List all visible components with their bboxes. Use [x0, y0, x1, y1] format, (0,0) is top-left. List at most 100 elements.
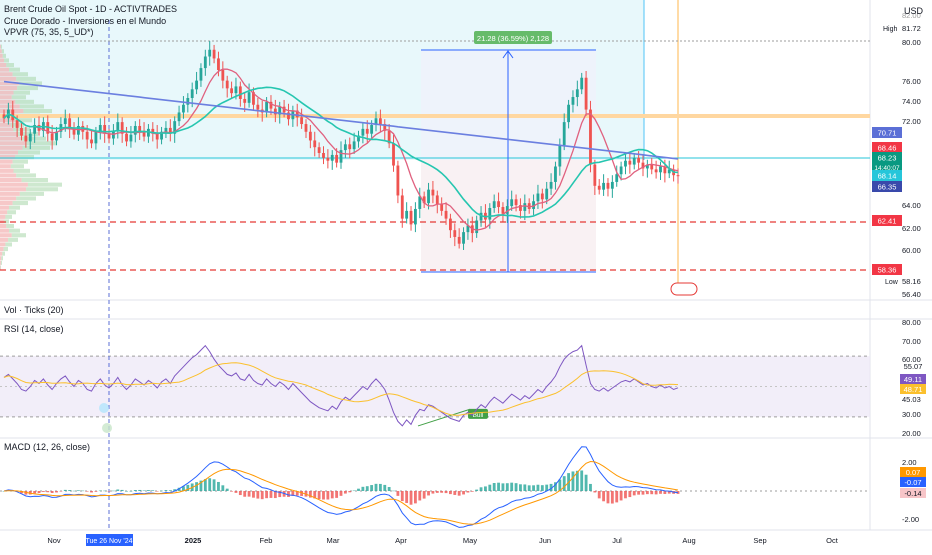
vpvr-bar-down	[0, 160, 13, 164]
candle	[563, 122, 566, 145]
candle	[655, 169, 658, 172]
macd-histogram-bar	[440, 491, 443, 493]
vpvr-bar-up	[7, 210, 16, 214]
low-value: 58.16	[902, 277, 921, 286]
rsi-tick: 80.00	[902, 318, 921, 327]
macd-histogram-bar	[318, 491, 321, 499]
vpvr-bar-down	[0, 146, 23, 150]
candle	[208, 50, 211, 57]
macd-histogram-bar	[620, 491, 623, 500]
x-tick: Jul	[612, 536, 622, 545]
macd-histogram-bar	[217, 482, 220, 491]
macd-histogram-bar	[160, 491, 163, 492]
macd-histogram-bar	[659, 491, 662, 494]
candle	[580, 78, 583, 90]
macd-histogram-bar	[650, 491, 653, 494]
macd-histogram-bar	[663, 491, 666, 494]
macd-histogram-bar	[230, 491, 233, 492]
candle	[589, 110, 592, 165]
macd-badge-text: -0.14	[904, 489, 921, 498]
low-label: Low	[885, 279, 899, 286]
candle	[576, 89, 579, 97]
macd-histogram-bar	[112, 491, 115, 492]
vpvr-bar-down	[0, 164, 11, 168]
candle	[572, 97, 575, 105]
candle	[340, 150, 343, 163]
macd-tick: -2.00	[902, 515, 919, 524]
vpvr-bar-down	[0, 242, 5, 246]
candle	[326, 158, 329, 161]
macd-histogram-bar	[331, 491, 334, 498]
vpvr-bar-up	[16, 77, 36, 81]
vpvr-bar-down	[0, 54, 3, 58]
macd-histogram-bar	[541, 485, 544, 491]
macd-histogram-bar	[77, 490, 80, 491]
vpvr-bar-down	[0, 150, 18, 154]
macd-histogram-bar	[602, 491, 605, 501]
macd-histogram-bar	[125, 491, 128, 492]
macd-histogram-bar	[38, 491, 41, 493]
macd-histogram-bar	[519, 484, 522, 491]
candle	[178, 112, 181, 121]
candle	[138, 126, 141, 131]
vpvr-bar-down	[0, 196, 16, 200]
candle	[64, 118, 67, 124]
vpvr-bar-down	[0, 68, 9, 72]
candle	[493, 201, 496, 208]
macd-histogram-bar	[51, 491, 54, 493]
macd-histogram-bar	[134, 490, 137, 491]
candle	[16, 120, 19, 128]
macd-histogram-bar	[593, 491, 596, 492]
vpvr-bar-up	[14, 91, 31, 95]
event-icon	[671, 283, 697, 295]
candle	[427, 190, 430, 204]
vpvr-bar-up	[6, 63, 14, 67]
macd-histogram-bar	[427, 491, 430, 495]
macd-histogram-bar	[165, 490, 168, 491]
rsi-tick: 70.00	[902, 337, 921, 346]
macd-histogram-bar	[642, 491, 645, 495]
macd-histogram-bar	[59, 491, 62, 492]
macd-histogram-bar	[195, 482, 198, 491]
candle	[628, 161, 631, 165]
vpvr-bar-up	[13, 201, 28, 205]
candle	[405, 211, 408, 219]
vpvr-bar-up	[12, 95, 26, 99]
vpvr-bar-down	[0, 141, 25, 145]
macd-histogram-bar	[388, 487, 391, 491]
macd-histogram-bar	[506, 483, 509, 491]
macd-histogram-bar	[502, 483, 505, 491]
macd-histogram-bar	[357, 489, 360, 491]
macd-histogram-bar	[475, 490, 478, 491]
candle	[156, 134, 159, 140]
price-badge-text: 68.14	[878, 172, 897, 181]
macd-histogram-bar	[532, 485, 535, 491]
candle	[24, 136, 27, 142]
alert-dot	[102, 423, 112, 433]
macd-histogram-bar	[151, 490, 154, 491]
vpvr-bar-up	[6, 224, 14, 228]
alert-dot	[99, 403, 109, 413]
vpvr-bar-down	[0, 183, 28, 187]
candle	[322, 153, 325, 158]
currency-label: USD	[904, 6, 923, 16]
vpvr-bar-down	[0, 72, 13, 76]
macd-histogram-bar	[361, 487, 364, 491]
macd-histogram-bar	[243, 491, 246, 497]
candle	[585, 78, 588, 110]
candle	[396, 166, 399, 196]
candle	[94, 132, 97, 144]
candle	[165, 128, 168, 132]
vpvr-bar-up	[8, 238, 18, 242]
vpvr-bar-down	[0, 63, 6, 67]
vpvr-bar-down	[0, 247, 4, 251]
vpvr-bar-up	[5, 242, 12, 246]
candle	[449, 219, 452, 231]
vpvr-bar-up	[12, 233, 26, 237]
macd-histogram-bar	[401, 491, 404, 501]
x-tick: May	[463, 536, 477, 545]
vpvr-bar-down	[0, 123, 11, 127]
candle	[462, 232, 465, 244]
vpvr-bar-down	[0, 169, 14, 173]
